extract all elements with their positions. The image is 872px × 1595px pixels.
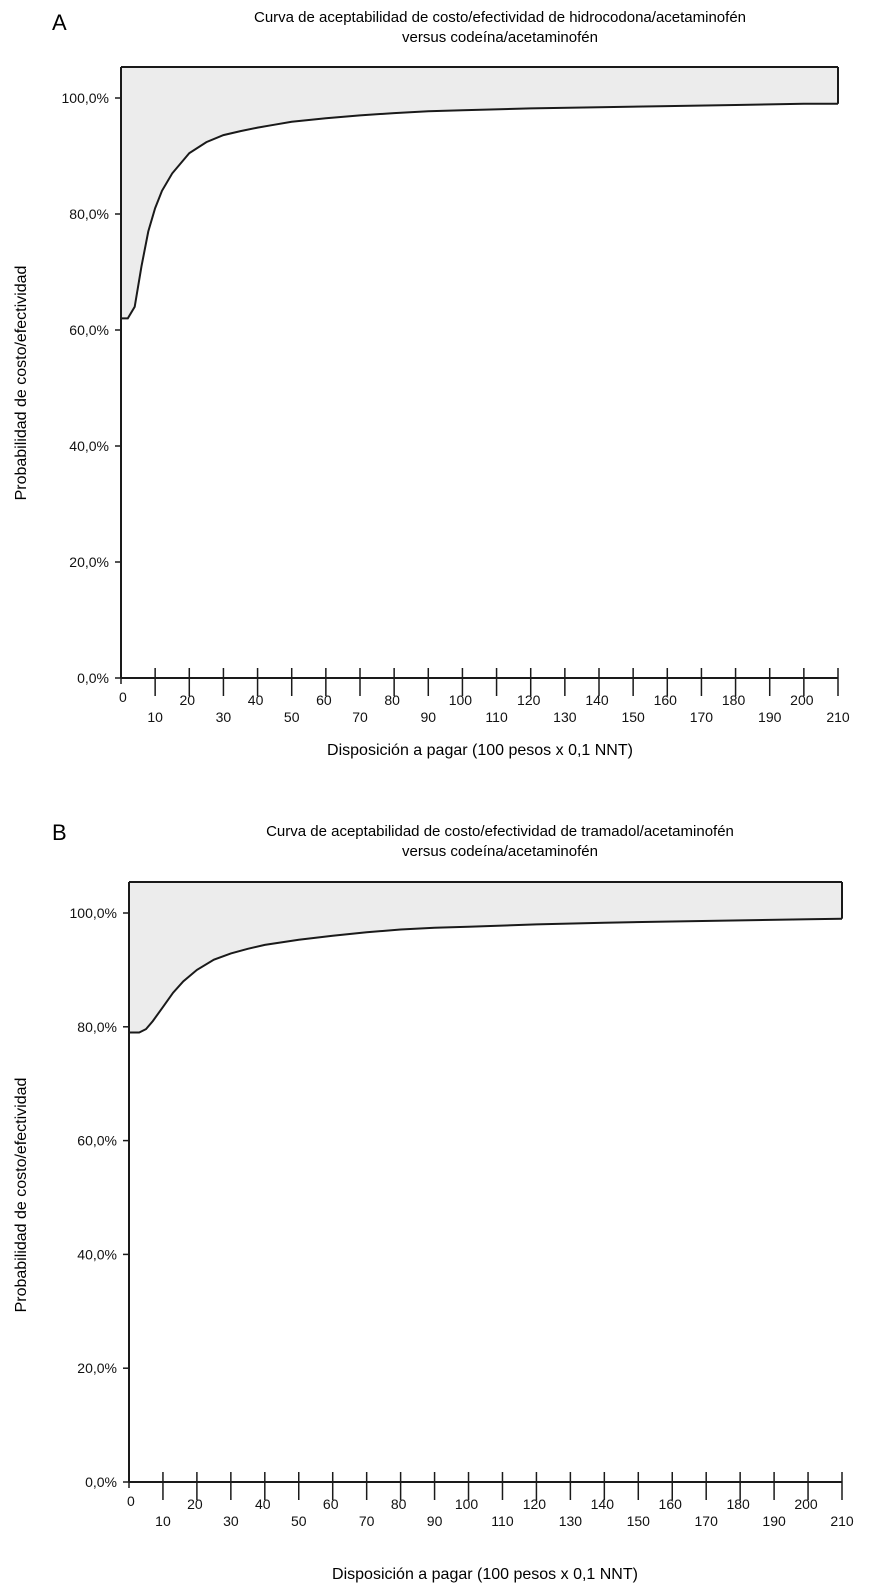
y-tick-label: 40,0% xyxy=(69,438,109,454)
x-axis-label: Disposición a pagar (100 pesos x 0,1 NNT… xyxy=(332,1566,638,1583)
x-tick-label: 180 xyxy=(726,1496,750,1512)
x-tick-label: 210 xyxy=(826,709,850,725)
x-tick-label: 0 xyxy=(119,689,127,705)
x-tick-label: 10 xyxy=(147,709,163,725)
x-tick-label: 200 xyxy=(794,1496,818,1512)
chart-panel-b: B Curva de aceptabilidad de costo/efecti… xyxy=(0,810,872,1595)
y-tick-label: 20,0% xyxy=(77,1360,117,1376)
x-tick-label: 120 xyxy=(523,1496,547,1512)
chart-plot-area: 0,0% 20,0% 40,0% 60,0% 80,0% 100,0% 0 10 20 30 40 5… xyxy=(62,66,850,725)
x-tick-label: 50 xyxy=(284,709,300,725)
x-tick-label: 40 xyxy=(248,692,264,708)
x-tick-label: 200 xyxy=(790,692,814,708)
x-axis-label: Disposición a pagar (100 pesos x 0,1 NNT… xyxy=(327,742,633,759)
panel-letter: A xyxy=(52,10,67,35)
x-tick-label: 90 xyxy=(420,709,436,725)
x-tick-label: 80 xyxy=(384,692,400,708)
x-tick-label: 130 xyxy=(559,1513,583,1529)
y-tick-label: 40,0% xyxy=(77,1246,117,1262)
x-tick-label: 190 xyxy=(758,709,782,725)
chart-title-line-1: Curva de aceptabilidad de costo/efectivi… xyxy=(266,823,734,840)
chart-panel-a: A Curva de aceptabilidad de costo/efecti… xyxy=(0,0,872,780)
shaded-area xyxy=(121,67,838,319)
x-tick-label: 130 xyxy=(553,709,577,725)
x-tick-label: 110 xyxy=(491,1513,514,1529)
chart-title: Curva de aceptabilidad de costo/efectivi… xyxy=(150,822,850,862)
y-tick-label: 100,0% xyxy=(70,905,117,921)
x-tick-label: 100 xyxy=(449,692,473,708)
x-tick-label: 210 xyxy=(830,1513,854,1529)
x-tick-label: 80 xyxy=(391,1496,407,1512)
chart-title-line-2: versus codeína/acetaminofén xyxy=(402,843,598,860)
x-tick-label: 10 xyxy=(155,1513,171,1529)
series-line xyxy=(121,102,838,320)
x-tick-label: 150 xyxy=(627,1513,651,1529)
x-tick-label: 120 xyxy=(517,692,541,708)
x-tick-label: 40 xyxy=(255,1496,271,1512)
x-tick-label: 140 xyxy=(585,692,609,708)
x-tick-label: 140 xyxy=(591,1496,615,1512)
x-tick-label: 30 xyxy=(223,1513,239,1529)
y-tick-label: 80,0% xyxy=(69,206,109,222)
x-tick-label: 90 xyxy=(427,1513,443,1529)
x-tick-label: 60 xyxy=(323,1496,339,1512)
x-tick-label: 170 xyxy=(695,1513,719,1529)
y-tick-label: 100,0% xyxy=(62,90,109,106)
series-line xyxy=(129,917,843,1034)
x-tick-label: 160 xyxy=(654,692,678,708)
x-tick-label: 150 xyxy=(621,709,645,725)
y-tick-label: 80,0% xyxy=(77,1019,117,1035)
y-tick-label: 20,0% xyxy=(69,554,109,570)
shaded-area xyxy=(129,882,842,1033)
x-tick-label: 70 xyxy=(359,1513,375,1529)
x-tick-label: 170 xyxy=(690,709,714,725)
x-tick-label: 20 xyxy=(179,692,195,708)
y-tick-label: 60,0% xyxy=(77,1133,117,1149)
x-tick-label: 0 xyxy=(127,1493,135,1509)
chart-title: Curva de aceptabilidad de costo/efectivi… xyxy=(150,8,850,48)
x-tick-label: 20 xyxy=(187,1496,203,1512)
x-tick-label: 160 xyxy=(659,1496,683,1512)
x-tick-label: 60 xyxy=(316,692,332,708)
x-tick-label: 110 xyxy=(485,709,508,725)
x-tick-label: 180 xyxy=(722,692,746,708)
panel-letter: B xyxy=(52,820,67,845)
x-tick-label: 70 xyxy=(352,709,368,725)
chart-plot-area: 0,0% 20,0% 40,0% 60,0% 80,0% 100,0% 0 10 20 30 40 5… xyxy=(70,881,854,1529)
chart-title-line-2: versus codeína/acetaminofén xyxy=(402,29,598,46)
chart-title-line-1: Curva de aceptabilidad de costo/efectivi… xyxy=(254,9,746,26)
x-tick-label: 190 xyxy=(762,1513,786,1529)
x-tick-label: 100 xyxy=(455,1496,479,1512)
y-tick-label: 0,0% xyxy=(77,670,109,686)
x-tick-label: 30 xyxy=(216,709,232,725)
y-tick-label: 0,0% xyxy=(85,1474,117,1490)
y-tick-label: 60,0% xyxy=(69,322,109,338)
x-tick-label: 50 xyxy=(291,1513,307,1529)
